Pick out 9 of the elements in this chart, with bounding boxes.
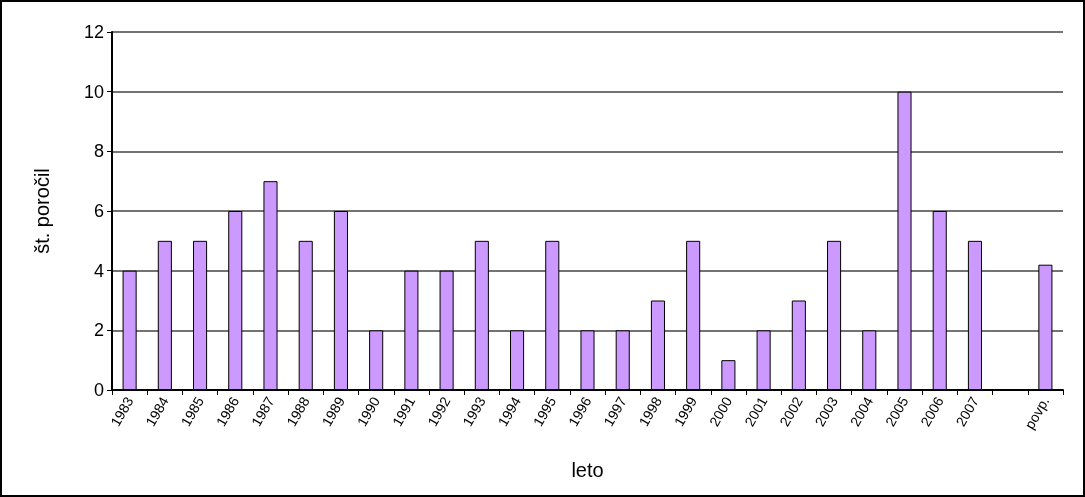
- y-tick-label: 6: [93, 201, 104, 221]
- x-axis-title: leto: [571, 459, 604, 481]
- y-tick-label: 12: [83, 22, 104, 42]
- y-tick-label: 4: [93, 260, 104, 281]
- y-tick-label: 10: [83, 81, 104, 102]
- y-tick-label: 0: [93, 380, 104, 400]
- y-tick-label: 2: [93, 320, 104, 341]
- y-axis-title: št. poročil: [31, 168, 53, 254]
- y-tick-label: 8: [93, 141, 104, 162]
